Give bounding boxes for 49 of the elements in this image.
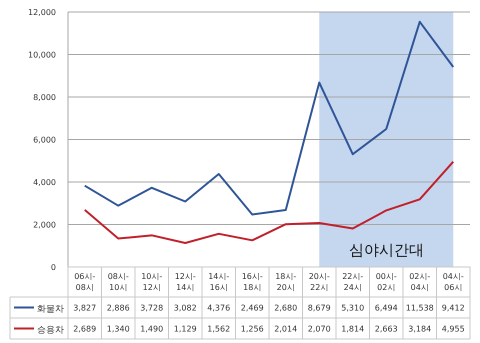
x-tick-label: 02시-04시 bbox=[409, 272, 430, 292]
data-label: 3,728 bbox=[140, 304, 164, 312]
data-label: 1,129 bbox=[174, 324, 197, 334]
band: 심야시간대 bbox=[319, 12, 454, 267]
x-tick-label: 18시-20시 bbox=[275, 272, 296, 292]
x-tick-label: 20시-22시 bbox=[308, 272, 330, 292]
data-label: 1,490 bbox=[140, 324, 164, 334]
data-label: 2,680 bbox=[274, 304, 298, 312]
x-tick-label: 04시-06시 bbox=[442, 272, 464, 292]
y-tick-label: 6,000 bbox=[33, 136, 56, 144]
data-label: 1,340 bbox=[106, 324, 130, 334]
x-tick-label: 22시-24시 bbox=[342, 272, 364, 292]
data-label: 2,014 bbox=[274, 324, 298, 334]
legend-label: 화물차 bbox=[37, 304, 64, 314]
data-label: 1,256 bbox=[240, 324, 264, 334]
data-label: 3,184 bbox=[408, 324, 432, 334]
data-label: 4,376 bbox=[207, 304, 230, 312]
data-label: 8,679 bbox=[308, 304, 331, 312]
line-series bbox=[84, 160, 454, 244]
x-tick-label: 14시-16시 bbox=[208, 272, 230, 292]
data-label: 6,494 bbox=[374, 304, 398, 312]
data-label: 9,412 bbox=[442, 304, 465, 312]
data-label: 2,886 bbox=[106, 304, 130, 312]
y-tick-label: 12,000 bbox=[28, 8, 56, 17]
band-label: 심야시간대 bbox=[348, 241, 424, 259]
y-tick-label: 2,000 bbox=[33, 220, 56, 230]
x-tick-label: 16시-18시 bbox=[242, 272, 263, 292]
data-label: 1,814 bbox=[341, 324, 364, 334]
y-tick-label: 10,000 bbox=[28, 50, 56, 60]
data-label: 4,955 bbox=[442, 324, 465, 334]
legend-label: 승용차 bbox=[37, 326, 64, 336]
y-tick-label: 4,000 bbox=[33, 178, 56, 187]
data-label: 5,310 bbox=[341, 304, 364, 312]
data-label: 2,070 bbox=[308, 324, 331, 334]
y-tick-label: 0 bbox=[50, 263, 56, 272]
y-tick-label: 8,000 bbox=[33, 93, 56, 102]
x-tick-label: 10시-12시 bbox=[141, 272, 162, 292]
x-tick-label: 06시-08시 bbox=[74, 272, 96, 292]
data-label: 2,689 bbox=[73, 324, 96, 334]
x-tick-label: 12시-14시 bbox=[174, 272, 196, 292]
data-label: 2,663 bbox=[374, 324, 398, 334]
data-label: 11,538 bbox=[406, 304, 434, 312]
x-tick-label: 08시-10시 bbox=[108, 272, 129, 292]
x-tick-label: 00시-02시 bbox=[376, 272, 397, 292]
line-series bbox=[84, 20, 454, 216]
data-label: 3,082 bbox=[174, 304, 197, 312]
data-label: 2,469 bbox=[240, 304, 264, 312]
data-label: 3,827 bbox=[73, 304, 96, 312]
data-label: 1,562 bbox=[207, 324, 230, 334]
